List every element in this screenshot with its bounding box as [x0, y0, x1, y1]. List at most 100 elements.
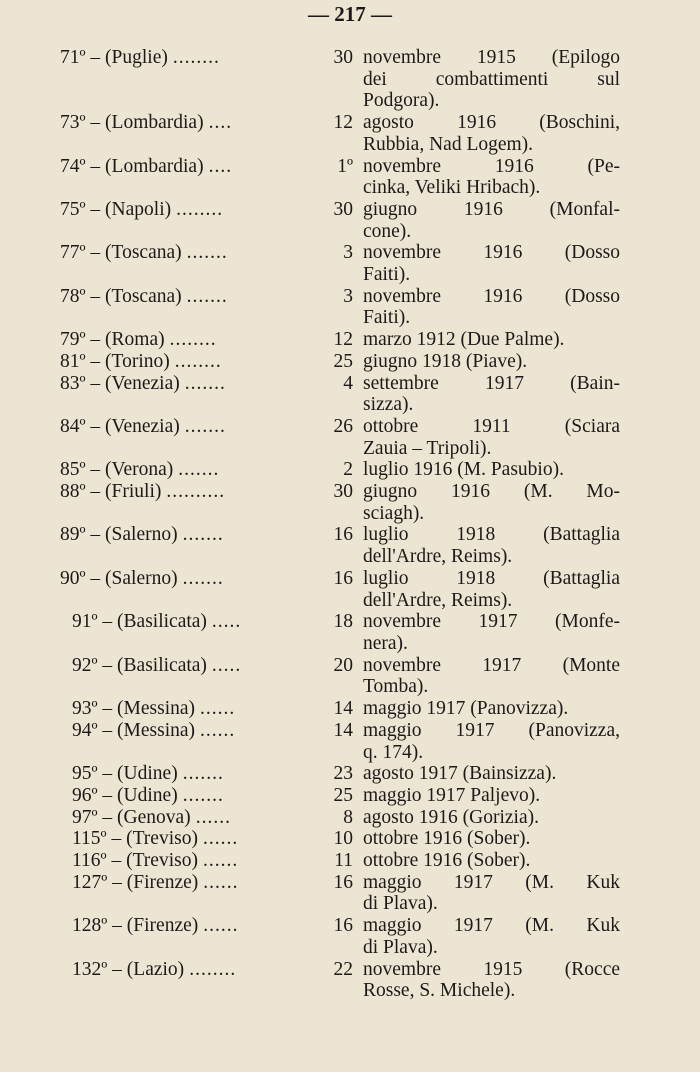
description-line: maggio 1917 (M. Kuk — [363, 915, 620, 937]
description-line: sciagh). — [363, 502, 425, 524]
entry-label: 81º – (Torino)........ 25 — [60, 351, 353, 373]
description-line: di Plava). — [363, 893, 438, 915]
leader-dots: ....... — [184, 372, 226, 394]
description-line: Faiti). — [363, 307, 411, 329]
description-line: giugno 1916 (Monfal- — [363, 198, 620, 220]
dash-separator: – — [97, 763, 118, 785]
regiment-number: 71º — [60, 47, 86, 68]
list-item: 127º – (Firenze)...... 16 maggio 1917 (M. … — [60, 872, 620, 915]
entry-description: ottobre 1916 (Sober). — [363, 828, 620, 850]
regiment-number: 127º — [72, 871, 108, 893]
entry-description: agosto 1917 (Bainsizza). — [363, 763, 620, 785]
entry-label: 93º – (Messina)...... 14 — [60, 698, 353, 720]
day: 30 — [333, 198, 354, 220]
list-item: 89º – (Salerno)....... 16 luglio 1918 (Bat… — [60, 524, 620, 567]
leader-dots: ..... — [211, 611, 242, 633]
leader-dots: ...... — [202, 828, 239, 850]
day: 22 — [333, 958, 354, 980]
entry-description: maggio 1917 (Panovizza, q. 174). — [363, 720, 620, 763]
entry-description: novembre 1917 (Monte Tomba). — [363, 655, 620, 698]
regiment-number: 132º — [72, 958, 108, 980]
description-line: agosto 1917 (Bainsizza). — [363, 763, 557, 785]
regiment-number: 95º — [72, 763, 98, 785]
entry-description: luglio 1916 (M. Pasubio). — [363, 459, 620, 481]
list-item: 83º – (Venezia)....... 4 settembre 1917 (B… — [60, 373, 620, 416]
region: (Salerno) — [105, 567, 178, 589]
list-item: 84º – (Venezia)....... 26 ottobre 1911 (Sc… — [60, 416, 620, 459]
entry-label: 74º – (Lombardia).... 1º — [60, 156, 353, 199]
dash-separator: – — [85, 481, 106, 503]
day: 12 — [333, 329, 354, 351]
day: 3 — [343, 242, 353, 264]
entry-label: 77º – (Toscana)....... 3 — [60, 242, 353, 285]
description-line: novembre 1916 (Dosso — [363, 242, 620, 264]
day: 11 — [334, 850, 353, 872]
dash-separator: – — [107, 871, 127, 893]
leader-dots: ...... — [200, 698, 236, 720]
regiment-number: 91º — [72, 611, 98, 633]
region: (Treviso) — [126, 828, 198, 850]
entry-description: giugno 1918 (Piave). — [363, 351, 620, 373]
entry-description: novembre 1917 (Monfe-nera). — [363, 611, 620, 654]
region: (Basilicata) — [117, 611, 207, 633]
leader-dots: ........ — [189, 958, 237, 980]
entry-label: 84º – (Venezia)....... 26 — [60, 416, 353, 459]
description-line: Zauia – Tripoli). — [363, 437, 492, 459]
description-line: dei combattimenti sul — [363, 68, 620, 90]
list-item: 92º – (Basilicata)..... 20 novembre 1917 (… — [60, 655, 620, 698]
entry-label: 116º – (Treviso)...... 11 — [60, 850, 353, 872]
region: (Messina) — [117, 719, 196, 741]
list-item: 132º – (Lazio)........ 22 novembre 1915 (R… — [60, 959, 620, 1002]
entry-label: 89º – (Salerno)....... 16 — [60, 524, 353, 567]
region: (Toscana) — [105, 242, 182, 264]
entry-description: maggio 1917 (Panovizza). — [363, 698, 620, 720]
region: (Napoli) — [105, 198, 172, 220]
region: (Messina) — [117, 698, 196, 720]
description-line: novembre 1917 (Monte — [363, 654, 620, 676]
entry-description: luglio 1918 (Battaglia dell'Ardre, Reims)… — [363, 568, 620, 611]
regiment-number: 74º — [60, 155, 86, 177]
description-line: q. 174). — [363, 741, 424, 763]
entry-label: 79º – (Roma)........ 12 — [60, 329, 353, 351]
dash-separator: – — [85, 285, 106, 307]
regiment-number: 85º — [60, 459, 86, 481]
day: 25 — [333, 350, 354, 372]
description-line: cinka, Veliki Hribach). — [363, 177, 541, 199]
entry-label: 83º – (Venezia)....... 4 — [60, 373, 353, 416]
list-item: 75º – (Napoli)........ 30 giugno 1916 (Mon… — [60, 199, 620, 242]
entry-description: novembre 1915 (Epilogo dei combattimenti … — [363, 47, 620, 112]
region: (Udine) — [117, 763, 178, 785]
day: 2 — [343, 459, 353, 481]
region: (Lazio) — [126, 958, 185, 980]
leader-dots: ........ — [172, 47, 220, 68]
description-line: agosto 1916 (Boschini, — [363, 112, 620, 134]
day: 25 — [333, 784, 354, 806]
entry-description: giugno 1916 (Monfal-cone). — [363, 199, 620, 242]
leader-dots: ....... — [186, 242, 228, 264]
description-line: giugno 1916 (M. Mo- — [363, 481, 620, 503]
leader-dots: ....... — [182, 763, 224, 785]
description-line: Podgora). — [363, 90, 440, 112]
region: (Firenze) — [126, 915, 199, 937]
region: (Udine) — [117, 784, 178, 806]
day: 20 — [333, 654, 354, 676]
description-line: luglio 1916 (M. Pasubio). — [363, 459, 564, 481]
day: 23 — [333, 763, 354, 785]
entry-label: 85º – (Verona)....... 2 — [60, 459, 353, 481]
description-line: sizza). — [363, 394, 414, 416]
regiment-number: 84º — [60, 415, 86, 437]
entry-label: 91º – (Basilicata)..... 18 — [60, 611, 353, 654]
entry-description: maggio 1917 (M. Kuk di Plava). — [363, 915, 620, 958]
region: (Basilicata) — [117, 654, 207, 676]
description-line: novembre 1916 (Dosso — [363, 285, 620, 307]
entry-description: novembre 1916 (Dosso Faiti). — [363, 242, 620, 285]
list-item: 88º – (Friuli).......... 30 giugno 1916 (M… — [60, 481, 620, 524]
region: (Venezia) — [105, 372, 180, 394]
dash-separator: – — [85, 350, 106, 372]
day: 4 — [343, 372, 353, 394]
day: 30 — [333, 481, 354, 503]
entry-description: agosto 1916 (Boschini, Rubbia, Nad Logem)… — [363, 112, 620, 155]
region: (Genova) — [117, 806, 191, 828]
description-line: Rubbia, Nad Logem). — [363, 133, 534, 155]
list-item: 95º – (Udine)....... 23 agosto 1917 (Bains… — [60, 763, 620, 785]
